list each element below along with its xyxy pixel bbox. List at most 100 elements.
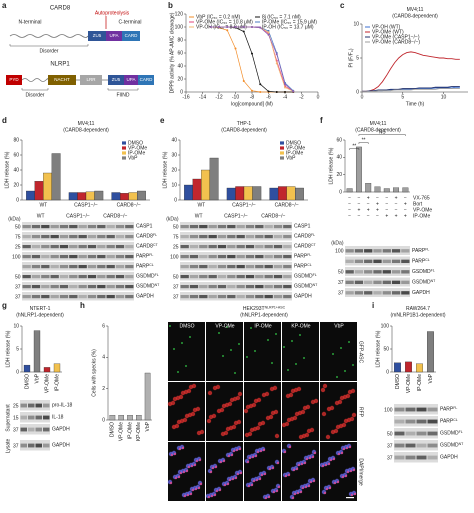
x-tick-label: KP-OMe [136, 422, 142, 441]
blot-band [189, 255, 199, 259]
cell [250, 327, 252, 329]
kda-marker: 50 [173, 224, 179, 230]
blot-label-main: CASP1 [136, 224, 153, 230]
x-tick-label: IP-OMe [54, 374, 60, 391]
y-tick-label: 20 [13, 182, 19, 188]
blot-band [345, 249, 354, 253]
chart-title: MV4;11 [370, 121, 387, 127]
nucleus [263, 472, 267, 476]
blot-band [283, 235, 292, 239]
kda-marker: 50 [173, 274, 179, 280]
blot-band [364, 259, 373, 264]
blot-band [264, 255, 273, 259]
nucleus [218, 488, 222, 492]
x-tick-label: DMSO [110, 422, 116, 437]
blot-band [236, 235, 245, 239]
data-point [234, 26, 237, 28]
blot-band [78, 295, 87, 299]
nucleus [258, 477, 262, 481]
blot-label: GAPDH [294, 294, 312, 300]
blot-band [199, 265, 208, 269]
data-point [251, 89, 253, 92]
legend-label: VP-OMe [128, 145, 147, 151]
blot-band [405, 455, 416, 460]
blot-band [208, 295, 217, 299]
blot-label-main: PARP [440, 407, 454, 413]
blot-band [78, 255, 87, 259]
domain [48, 75, 76, 85]
kda-marker: 100 [335, 249, 344, 255]
blot-label-main: GAPDH [412, 290, 430, 296]
cell [230, 349, 232, 351]
legend-swatch [122, 151, 126, 155]
blot-band [31, 245, 41, 249]
nucleus [327, 462, 331, 466]
blot-band [125, 265, 134, 269]
blot-band [283, 225, 292, 229]
micrograph [320, 322, 357, 381]
blot-band [345, 259, 354, 264]
blot-label-sup: FL [313, 273, 317, 277]
blot-strip [22, 232, 134, 241]
blot-band [283, 265, 292, 269]
blot-band [69, 255, 78, 259]
blot-band [189, 235, 199, 239]
bar [34, 181, 44, 201]
kda-marker: 75 [173, 234, 179, 240]
blot-band [31, 285, 41, 289]
bar [127, 415, 133, 421]
chart-subtitle: (hNLRP1-dependent) [240, 312, 288, 318]
x-axis-label: Time (h) [406, 101, 425, 107]
blot-label-main: GSDMD [440, 443, 459, 449]
blot-label: GAPDH [440, 455, 458, 461]
blot-label-sup: FL [155, 273, 159, 277]
blot-label-main: CARD8 [136, 234, 153, 240]
y-tick-label: 60 [13, 152, 19, 158]
kda-marker: 100 [12, 254, 21, 260]
kda-marker: 37 [387, 443, 393, 449]
blot-label-sup: CL [453, 418, 458, 422]
blot-band [41, 285, 50, 289]
blot-band [20, 443, 27, 448]
blot-band [382, 270, 391, 274]
blot-band [78, 275, 87, 279]
blot-band [273, 275, 283, 279]
cell [227, 401, 233, 407]
blot-strip [22, 272, 134, 281]
blot-band [31, 265, 41, 269]
blot-band [217, 245, 227, 249]
blot-band [69, 225, 78, 229]
blot-strip [20, 400, 50, 411]
blot-band [273, 285, 283, 289]
y-tick-label: 0 [102, 417, 105, 423]
blot-band [87, 235, 97, 239]
y-tick-label: 40 [171, 137, 177, 143]
x-tick-label: -8 [250, 94, 255, 100]
bar [118, 415, 124, 421]
blot-label: CARD8FL [294, 233, 315, 240]
cell [243, 408, 249, 414]
blot-band [382, 259, 391, 264]
panel-label: b [168, 1, 173, 10]
domain-label: PYD [9, 77, 19, 82]
blot-band [41, 235, 50, 239]
blot-strip [345, 246, 410, 255]
bar [393, 187, 400, 193]
legend-swatch [122, 156, 126, 160]
blot-band [405, 407, 416, 412]
blot-band [382, 291, 391, 295]
bar [405, 361, 412, 373]
blot-strip [180, 252, 292, 261]
nucleus [185, 469, 189, 473]
blot-label: GSDMDNT [294, 283, 318, 290]
x-tick-label: CARD8−/− [275, 202, 299, 208]
blot-label: GSDMDFL [294, 273, 317, 280]
blot-band [382, 249, 391, 253]
x-tick-label: CARD8−/− [117, 202, 141, 208]
blot-band [416, 407, 427, 412]
data-point [292, 90, 295, 93]
y-tick-label: 80 [177, 37, 183, 43]
cell [251, 402, 257, 408]
chart-subtitle: (CARD8-dependent) [221, 127, 267, 133]
treatment-sign: − [376, 195, 379, 201]
